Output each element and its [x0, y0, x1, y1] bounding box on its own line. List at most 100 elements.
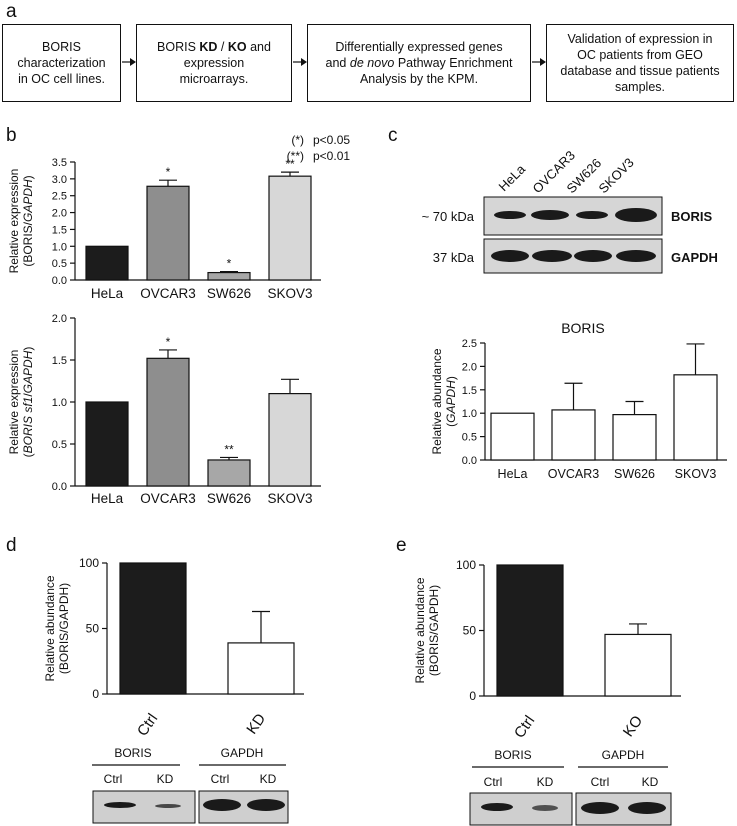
flow-box2-line3: microarrays. [179, 72, 249, 86]
y-tick-label: 0 [92, 687, 99, 701]
y-tick-label: 0.0 [462, 455, 477, 467]
category-label: OVCAR3 [140, 286, 196, 301]
blot-d-group-gapdh: GAPDH [221, 746, 264, 760]
y-tick-label: 100 [456, 558, 476, 572]
category-label: SW626 [207, 491, 251, 506]
category-label: SKOV3 [675, 467, 717, 481]
bar [146, 357, 190, 487]
blot-band [616, 250, 656, 262]
blot-e-group-gapdh: GAPDH [602, 748, 645, 762]
category-label: OVCAR3 [548, 467, 599, 481]
y-axis-label-part: (BORIS/GAPDH) [57, 583, 71, 674]
flow-box4-line2: OC patients from GEO [577, 48, 703, 62]
y-axis-label-part: BORIS sf1 [21, 397, 35, 454]
bar [490, 412, 535, 461]
y-axis-label-part: Relative abundance [43, 575, 57, 681]
flow-box3-post: Pathway Enrichment [394, 56, 513, 70]
y-axis-label-part: ) [21, 175, 35, 179]
category-label: HeLa [91, 286, 124, 301]
blot-e-lane-label: KD [537, 775, 554, 789]
flow-box2-line1: BORIS KD / KO and [157, 39, 271, 55]
y-axis-label-part: (BORIS/GAPDH) [427, 585, 441, 676]
blot-e-lane-label: Ctrl [484, 775, 503, 789]
panel-label-c: c [388, 125, 398, 146]
blot-c-protein-gapdh: GAPDH [671, 250, 718, 265]
y-tick-label: 100 [79, 556, 99, 570]
blot-c-lane-label: SKOV3 [596, 155, 637, 196]
bar [85, 245, 129, 281]
western-blot-d: BORIS GAPDH Ctrl KD Ctrl KD [92, 746, 289, 824]
y-tick-label: 1.5 [462, 385, 477, 397]
category-label: KO [620, 713, 646, 741]
blot-band [531, 210, 569, 220]
y-axis-label-part: Relative expression [7, 169, 21, 274]
bar [207, 459, 251, 487]
legend-symbol-2: (**) [287, 149, 304, 163]
y-tick-label: 0.5 [52, 258, 67, 270]
flow-box2-kd: KD [199, 40, 218, 54]
chart-title: BORIS [561, 320, 605, 336]
category-label: SW626 [207, 286, 251, 301]
category-label: SW626 [614, 467, 655, 481]
y-axis-label-part: / [21, 393, 35, 397]
category-label: OVCAR3 [140, 491, 196, 506]
y-tick-label: 3.0 [52, 174, 67, 186]
bar [551, 409, 596, 461]
flow-box1-line1: BORIS [42, 40, 81, 54]
blot-c-size-37kda: 37 kDa [433, 250, 475, 265]
flow-box3-line2: and de novo Pathway Enrichment [326, 55, 513, 71]
flow-box3-line3: Analysis by the KPM. [359, 72, 479, 86]
y-axis-label-part: ) [21, 347, 35, 351]
chart-b-boris-expression: 0.0 0.5 1.0 1.5 2.0 2.5 3.0 3.5 HeLa * OVCAR3 * SW62… [7, 157, 321, 301]
significance-mark: * [166, 165, 171, 179]
blot-c-lane-label: HeLa [496, 161, 529, 194]
y-axis-label-part: ( [444, 423, 458, 427]
flow-arrow-2 [293, 58, 307, 66]
flow-box2-sep: / [217, 40, 228, 54]
significance-mark: * [227, 257, 232, 271]
flow-box-pathway-analysis: Differentially expressed genes and de no… [307, 24, 531, 102]
panel-label-e: e [396, 535, 407, 556]
legend-text-1: p<0.05 [313, 133, 350, 147]
y-axis-label-part: Relative abundance [430, 348, 444, 454]
flow-box3-italic: de novo [349, 56, 395, 70]
blot-c-protein-boris: BORIS [671, 209, 713, 224]
y-tick-label: 0.5 [462, 432, 477, 444]
legend-symbol-1: (*) [291, 133, 304, 147]
blot-band [574, 250, 612, 262]
y-axis-label-part: Relative expression [7, 350, 21, 455]
flow-box2-post: and [246, 40, 271, 54]
flow-box2-pre: BORIS [157, 40, 200, 54]
category-label: SKOV3 [267, 286, 312, 301]
category-label: HeLa [498, 467, 528, 481]
blot-band [494, 211, 526, 219]
y-axis-label-part: GAPDH [21, 179, 35, 222]
flow-arrow-3 [532, 58, 546, 66]
y-axis-label-part: ) [444, 376, 458, 380]
significance-mark: ** [224, 442, 234, 456]
chart-d-knockdown-abundance: 0 50 100 Ctrl KD Relative abundance(BORIS/GAP… [43, 556, 304, 739]
chart-b-boris-sf1-expression: 0.0 0.5 1.0 1.5 2.0 HeLa * OVCAR3 ** SW626 SKOV3 Re… [7, 313, 321, 506]
flow-box1-line2: characterization [17, 56, 106, 70]
y-tick-label: 1.5 [52, 224, 67, 236]
blot-e-group-boris: BORIS [494, 748, 531, 762]
flow-box2-line2: expression [183, 56, 245, 70]
y-tick-label: 0.0 [52, 275, 67, 287]
y-tick-label: 50 [86, 622, 100, 636]
category-label: KD [243, 710, 269, 737]
y-tick-label: 0.5 [52, 439, 67, 451]
y-axis-label: Relative abundance(BORIS/GAPDH) [43, 575, 71, 681]
blot-c-size-70kda: ~ 70 kDa [422, 209, 475, 224]
category-label: SKOV3 [267, 491, 312, 506]
y-tick-label: 1.0 [52, 397, 67, 409]
flow-box4-line4: samples. [614, 80, 666, 94]
bar [496, 564, 564, 697]
flow-box3-line1: Differentially expressed genes [335, 40, 503, 54]
bar [85, 401, 129, 487]
flow-box4-line3: database and tissue patients [560, 64, 720, 78]
blot-band [576, 211, 608, 219]
blot-d-lane-label: Ctrl [211, 772, 230, 786]
blot-e-lane-label: Ctrl [591, 775, 610, 789]
y-axis-label-part: Relative abundance [413, 577, 427, 683]
chart-c-boris-abundance: 0.0 0.5 1.0 1.5 2.0 2.5 HeLa OVCAR3 SW626 SKOV3 Re… [430, 320, 727, 481]
